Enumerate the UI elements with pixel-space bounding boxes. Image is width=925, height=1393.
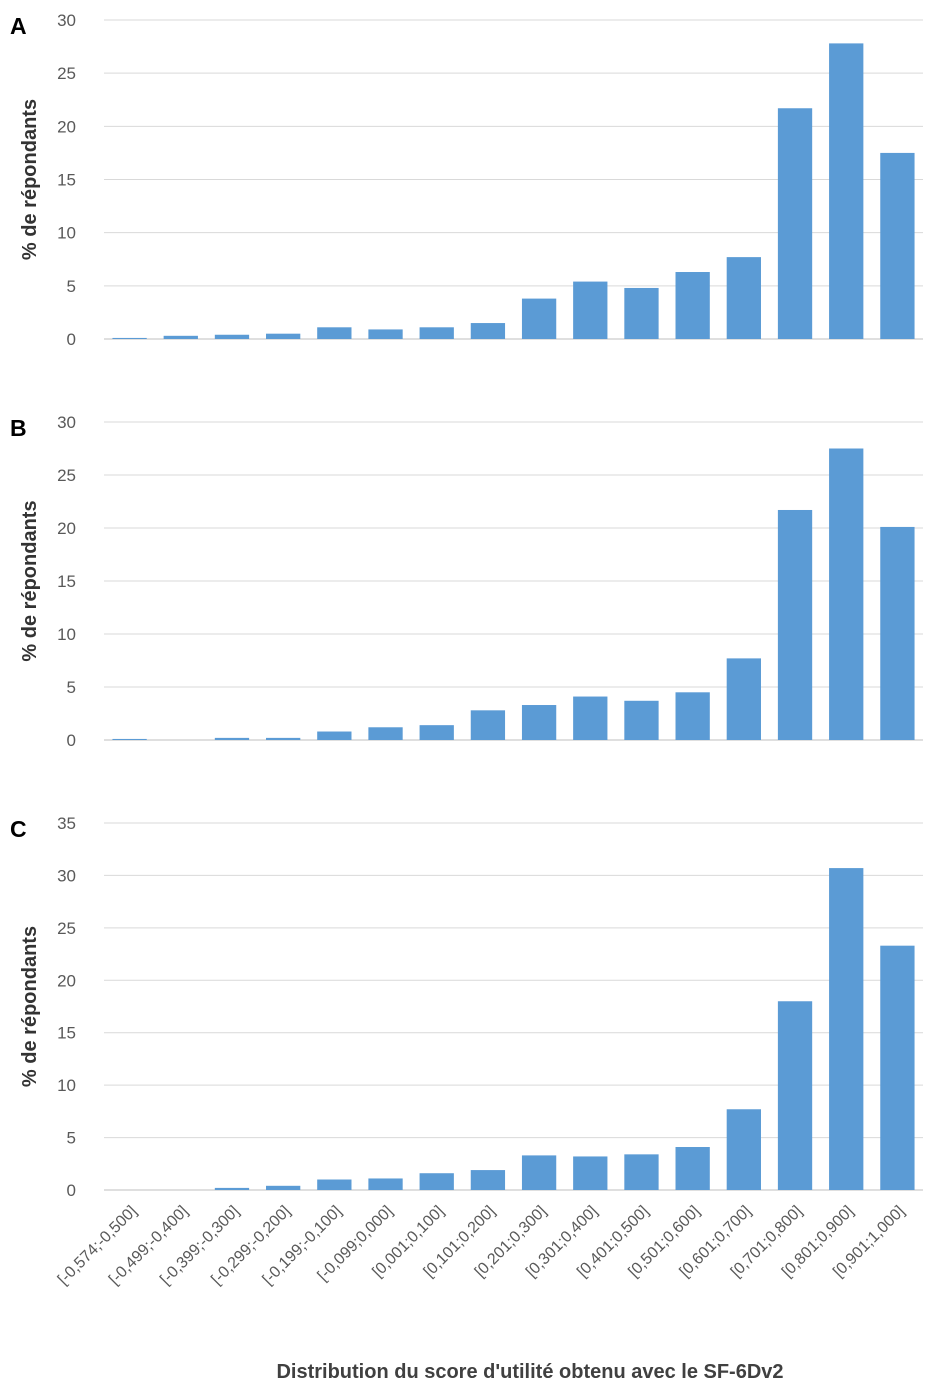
- y-tick-label: 10: [57, 625, 76, 644]
- bar: [880, 945, 915, 1190]
- bar: [521, 1155, 557, 1190]
- y-tick-label: 0: [67, 731, 76, 750]
- y-tick-label: 5: [67, 1129, 76, 1148]
- bar: [419, 1173, 454, 1190]
- bar: [112, 738, 147, 740]
- bar: [777, 509, 813, 740]
- bar: [675, 1147, 710, 1190]
- bar: [777, 108, 813, 339]
- bar: [829, 448, 864, 740]
- y-tick-label: 35: [57, 814, 76, 833]
- y-tick-label: 25: [57, 466, 76, 485]
- y-tick-label: 15: [57, 1024, 76, 1043]
- y-tick-label: 25: [57, 64, 76, 83]
- bar: [573, 1156, 608, 1190]
- chart-panel-a: 0 5 10 15 20 25 30 A % de répondants: [10, 11, 923, 349]
- y-tick-label: 30: [57, 413, 76, 432]
- bar: [624, 700, 659, 740]
- bar: [726, 658, 761, 740]
- y-tick-label: 15: [57, 572, 76, 591]
- bar: [266, 737, 301, 740]
- bar: [675, 272, 710, 339]
- bar: [829, 43, 864, 339]
- bar: [470, 710, 506, 740]
- bar: [726, 1109, 761, 1190]
- bar: [266, 1185, 301, 1190]
- chart-panel-b: 0 5 10 15 20 25 30 B % de répondants: [10, 413, 923, 750]
- y-tick-label: 0: [67, 330, 76, 349]
- y-tick-label: 30: [57, 11, 76, 30]
- y-tick-label: 10: [57, 1076, 76, 1095]
- y-tick-label: 20: [57, 117, 76, 136]
- bar: [317, 731, 352, 740]
- bar: [880, 526, 915, 740]
- bar: [317, 327, 352, 339]
- bar: [470, 323, 506, 339]
- y-tick-label: 15: [57, 171, 76, 190]
- bar: [214, 1187, 250, 1190]
- bar: [419, 725, 454, 740]
- bar: [880, 152, 915, 339]
- bar: [368, 329, 403, 339]
- y-tick-label: 10: [57, 224, 76, 243]
- y-tick-label: 5: [67, 277, 76, 296]
- bar: [470, 1170, 506, 1190]
- bar: [675, 692, 710, 740]
- y-tick-label: 5: [67, 678, 76, 697]
- y-tick-label: 20: [57, 519, 76, 538]
- bar: [573, 696, 608, 740]
- y-tick-label: 20: [57, 971, 76, 990]
- chart-panels: 0 5 10 15 20 25 30 A % de répondants 0 5 10 15 20 25 30…: [10, 11, 923, 1288]
- y-tick-label: 30: [57, 866, 76, 885]
- bar: [521, 298, 557, 339]
- bar: [726, 257, 761, 339]
- panel-label-b: B: [10, 415, 27, 441]
- y-axis-label: % de répondants: [19, 926, 41, 1087]
- bar: [266, 333, 301, 339]
- y-axis-label: % de répondants: [19, 99, 41, 260]
- bar: [163, 335, 198, 339]
- bar: [368, 1178, 403, 1190]
- y-tick-label: 0: [67, 1181, 76, 1200]
- bar: [624, 287, 659, 339]
- bar: [777, 1001, 813, 1190]
- y-axis-label: % de répondants: [19, 500, 41, 661]
- panel-label-c: C: [10, 816, 27, 842]
- bar: [317, 1179, 352, 1190]
- bar: [521, 705, 557, 740]
- bar: [829, 868, 864, 1190]
- bar: [214, 737, 250, 740]
- x-axis-label: Distribution du score d'utilité obtenu a…: [276, 1361, 783, 1383]
- bar: [573, 281, 608, 339]
- bar: [419, 327, 454, 339]
- bar: [214, 334, 250, 339]
- panel-label-a: A: [10, 13, 27, 39]
- y-tick-label: 25: [57, 919, 76, 938]
- bar: [368, 727, 403, 740]
- bar: [624, 1154, 659, 1190]
- bar: [112, 337, 147, 339]
